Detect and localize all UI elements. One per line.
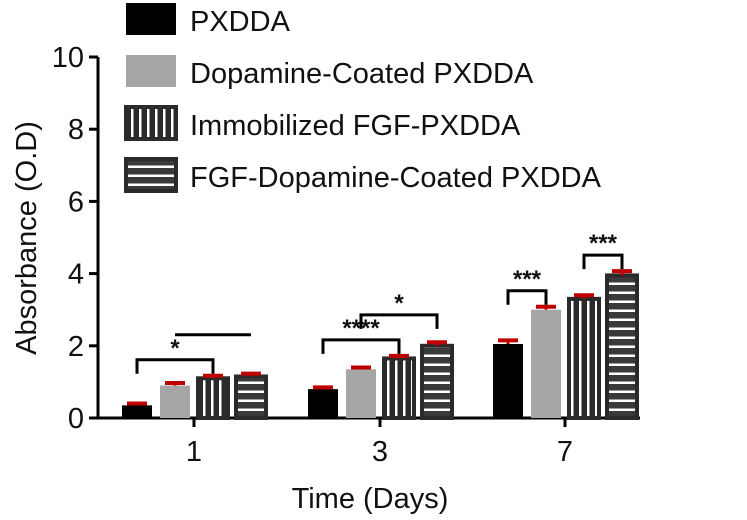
significance-label: ***	[589, 230, 618, 257]
x-axis: 1 3 7	[97, 416, 640, 468]
bar	[122, 405, 152, 418]
x-tick-label: 7	[557, 436, 573, 468]
bar	[346, 369, 376, 418]
y-tick-label: 2	[68, 331, 84, 363]
bar	[196, 376, 230, 421]
y-tick-label: 10	[52, 42, 84, 74]
y-axis: 0 2 4 6 8 10	[52, 42, 100, 435]
legend: PXDDA Dopamine-Coated PXDDA Immobilized FG…	[124, 3, 602, 194]
bar	[234, 374, 268, 420]
significance-label: *	[394, 290, 404, 317]
bars-group	[122, 273, 639, 421]
legend-swatch	[126, 55, 176, 87]
x-tick-label: 1	[186, 436, 202, 468]
x-tick-label: 3	[372, 436, 388, 468]
legend-swatch	[124, 105, 178, 141]
significance-bracket	[359, 313, 439, 329]
significance-bracket	[135, 358, 215, 374]
y-axis-title: Absorbance (O.D)	[11, 121, 43, 355]
legend-label: FGF-Dopamine-Coated PXDDA	[190, 162, 602, 194]
bar	[382, 356, 416, 420]
significance-label: *	[170, 335, 180, 362]
significance-bracket	[321, 338, 401, 354]
bar	[420, 343, 454, 420]
y-tick-label: 0	[68, 403, 84, 435]
error-bars-group	[127, 269, 632, 406]
bar	[605, 273, 639, 420]
bar	[308, 389, 338, 418]
y-tick-label: 6	[68, 186, 84, 218]
legend-label: Dopamine-Coated PXDDA	[190, 58, 534, 90]
significance-bracket	[582, 253, 624, 270]
significance-group: ************	[135, 230, 624, 374]
legend-swatch	[126, 3, 176, 35]
legend-label: PXDDA	[190, 6, 291, 38]
y-tick-label: 8	[68, 114, 84, 146]
bar	[567, 296, 601, 420]
legend-swatch	[124, 157, 178, 193]
bar	[531, 309, 561, 418]
y-tick-label: 4	[68, 259, 84, 291]
significance-label: ***	[513, 266, 542, 293]
significance-bracket	[506, 289, 548, 305]
x-axis-title: Time (Days)	[292, 483, 449, 515]
bar	[160, 385, 190, 418]
bar	[493, 343, 523, 418]
legend-label: Immobilized FGF-PXDDA	[190, 110, 521, 142]
